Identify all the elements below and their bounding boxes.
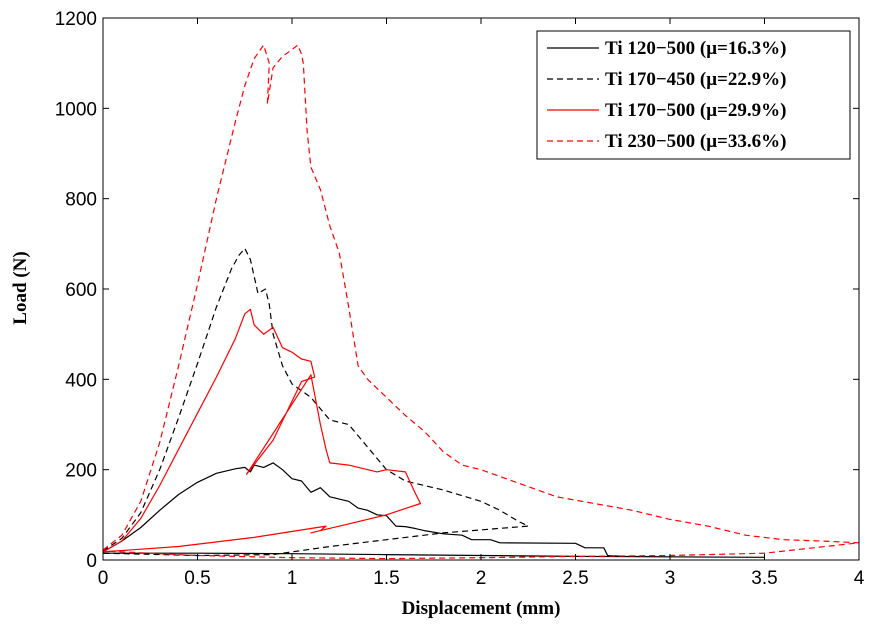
- legend: Ti 120−500 (μ=16.3%) Ti 170−450 (μ=22.9%)…: [536, 30, 851, 160]
- x-tick-label: 1: [287, 568, 298, 589]
- axes-layer: 0 0.5 1 1.5 2 2.5 3 3.5 4 0 200 400 600 800 1000 1200: [55, 9, 865, 589]
- legend-label-3: Ti 170−500 (μ=29.9%): [605, 100, 786, 121]
- legend-label-1: Ti 120−500 (μ=16.3%): [605, 38, 786, 59]
- legend-label-4: Ti 230−500 (μ=33.6%): [605, 131, 786, 152]
- series-line-2: [102, 247, 529, 557]
- x-tick-label: 2.5: [562, 568, 588, 589]
- y-tick-label: 800: [65, 190, 97, 211]
- x-tick-label: 0: [98, 568, 109, 589]
- series-line-3: [102, 308, 422, 553]
- x-tick-label: 0.5: [184, 568, 210, 589]
- x-tick-label: 4: [854, 568, 865, 589]
- x-tick-label: 1.5: [373, 568, 399, 589]
- y-tick-label: 0: [86, 551, 97, 572]
- y-tick-label: 200: [65, 461, 97, 482]
- series-layer: [102, 44, 860, 560]
- y-tick-label: 1200: [55, 9, 97, 30]
- legend-label-2: Ti 170−450 (μ=22.9%): [605, 69, 786, 90]
- series-line-1: [102, 462, 766, 558]
- y-axis-label: Load (N): [10, 251, 31, 324]
- x-tick-label: 2: [476, 568, 487, 589]
- x-tick-label: 3.5: [751, 568, 777, 589]
- legend-box: [536, 30, 851, 160]
- y-tick-label: 1000: [55, 99, 97, 120]
- series-line-4: [102, 44, 860, 560]
- y-tick-label: 600: [65, 280, 97, 301]
- x-tick-label: 3: [665, 568, 676, 589]
- x-axis-label: Displacement (mm): [402, 598, 561, 619]
- y-tick-label: 400: [65, 370, 97, 391]
